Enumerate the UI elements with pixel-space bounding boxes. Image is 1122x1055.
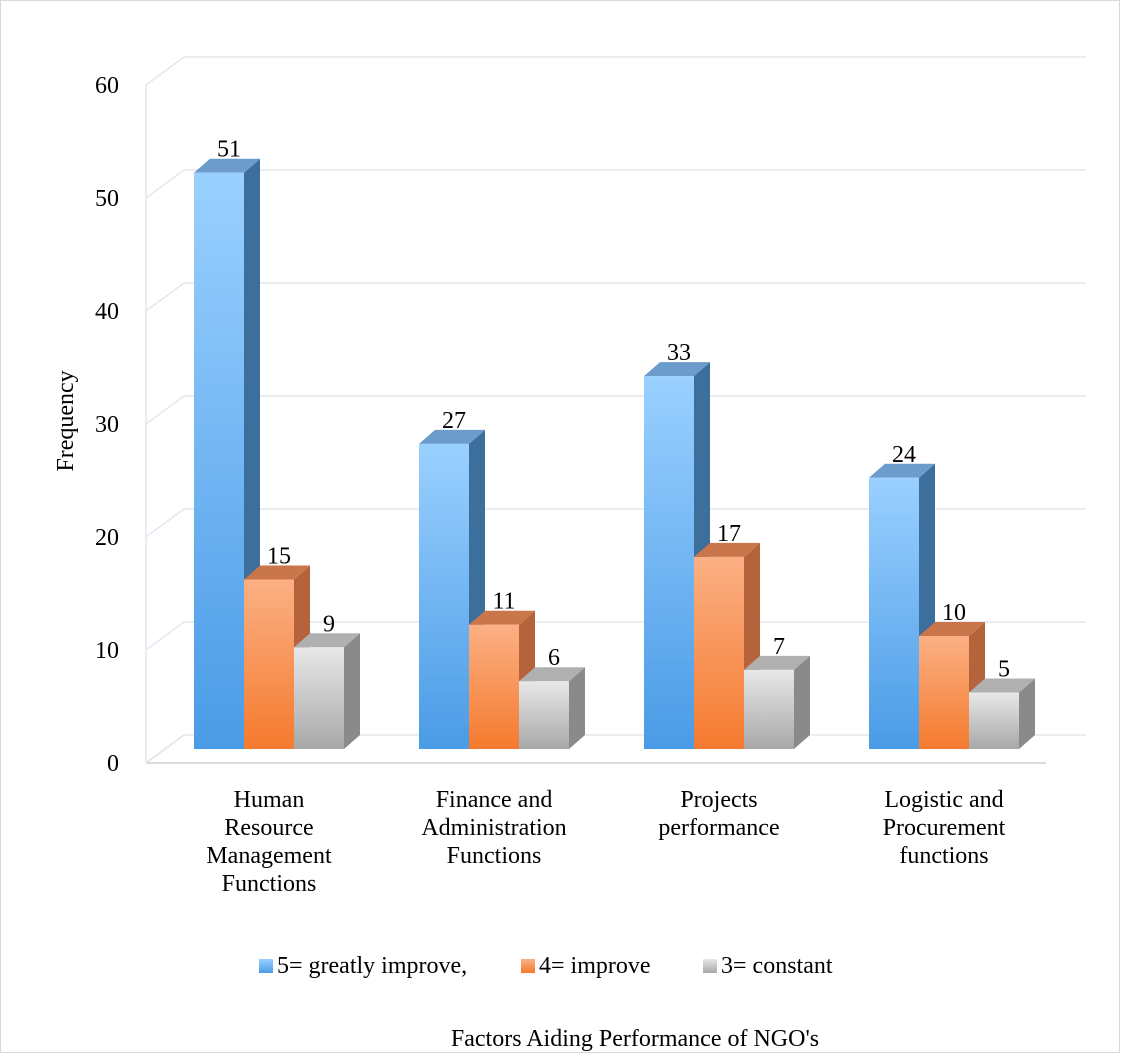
data-label: 33 xyxy=(667,340,691,366)
bar-top-face xyxy=(519,667,585,682)
legend-swatch xyxy=(521,959,535,973)
bar-front-face xyxy=(519,681,569,749)
gridline-side xyxy=(145,56,185,86)
y-tick-label: 60 xyxy=(95,73,119,99)
legend-item: 4= improve xyxy=(521,953,651,979)
bar-top-face xyxy=(419,429,485,444)
bar-top-face xyxy=(969,678,1035,693)
bar-front-face xyxy=(194,172,244,749)
bar-top-face xyxy=(644,362,710,377)
data-label: 10 xyxy=(942,600,966,626)
legend-item: 5= greatly improve, xyxy=(259,953,467,979)
y-axis: 0 10 20 30 40 50 60 xyxy=(95,73,119,777)
y-tick-label: 40 xyxy=(95,299,119,325)
data-label: 24 xyxy=(892,442,916,468)
bar-greatly-improve xyxy=(419,429,485,749)
bar-front-face xyxy=(469,624,519,749)
legend-label: 4= improve xyxy=(539,953,651,979)
data-labels: 51 15 9 27 11 6 33 17 7 24 10 5 xyxy=(217,137,1010,683)
bar-top-face xyxy=(694,542,760,557)
legend: 5= greatly improve, 4= improve 3= constant xyxy=(259,953,833,979)
bar-side-face xyxy=(344,633,360,749)
y-tick-label: 20 xyxy=(95,525,119,551)
legend-label: 3= constant xyxy=(721,953,833,979)
bar-front-face xyxy=(244,579,294,749)
bar-front-face xyxy=(419,443,469,749)
bar-improve xyxy=(469,610,535,749)
bar-top-face xyxy=(869,463,935,478)
bar-side-face xyxy=(794,655,810,749)
x-category-label: Projects performance xyxy=(658,787,779,841)
bar-top-face xyxy=(469,610,535,625)
bar-front-face xyxy=(744,669,794,749)
data-label: 7 xyxy=(773,634,785,660)
bar-front-face xyxy=(969,692,1019,749)
data-label: 11 xyxy=(492,589,515,615)
data-label: 5 xyxy=(998,657,1010,683)
gridline-side xyxy=(145,621,185,651)
gridline-side xyxy=(145,169,185,199)
gridline-side xyxy=(145,734,185,764)
bar-improve xyxy=(694,542,760,749)
bar-top-face xyxy=(919,622,985,636)
bar-top-face xyxy=(744,655,810,670)
y-tick-label: 30 xyxy=(95,412,119,438)
bar-constant xyxy=(969,678,1035,749)
bar-front-face xyxy=(694,556,744,749)
y-tick-label: 10 xyxy=(95,638,119,664)
data-label: 6 xyxy=(548,645,560,671)
x-category-label: Human Resource Management Functions xyxy=(206,787,332,897)
data-label: 17 xyxy=(717,521,741,547)
data-label: 15 xyxy=(267,544,291,570)
gridline-side xyxy=(145,282,185,312)
data-label: 27 xyxy=(442,408,466,434)
legend-item: 3= constant xyxy=(703,953,833,979)
gridline-side xyxy=(145,395,185,425)
x-axis-title: Factors Aiding Performance of NGO's xyxy=(451,1026,819,1052)
bar-front-face xyxy=(869,477,919,749)
y-tick-label: 0 xyxy=(107,751,119,777)
x-category-label: Finance and Administration Functions xyxy=(421,787,566,869)
bar-front-face xyxy=(644,376,694,749)
gridline-side xyxy=(145,508,185,538)
legend-label: 5= greatly improve, xyxy=(277,953,467,979)
x-axis-categories: Human Resource Management Functions Finance … xyxy=(206,787,1005,897)
legend-swatch xyxy=(259,959,273,973)
bar-side-face xyxy=(569,667,585,749)
y-axis-title: Frequency xyxy=(53,370,79,471)
data-label: 51 xyxy=(217,137,241,163)
data-label: 9 xyxy=(323,611,335,637)
bar-front-face xyxy=(919,636,969,749)
x-category-label: Logistic and Procurement functions xyxy=(883,787,1006,869)
bar-top-face xyxy=(244,565,310,580)
bars xyxy=(194,158,1035,749)
bar-side-face xyxy=(1019,678,1035,749)
y-tick-label: 50 xyxy=(95,186,119,212)
bar-constant xyxy=(519,667,585,749)
legend-swatch xyxy=(703,959,717,973)
bar-top-face xyxy=(194,158,260,173)
bar-greatly-improve xyxy=(869,463,935,749)
bar-front-face xyxy=(294,647,344,749)
bar-constant xyxy=(294,633,360,749)
bar-top-face xyxy=(294,633,360,648)
bar-constant xyxy=(744,655,810,749)
